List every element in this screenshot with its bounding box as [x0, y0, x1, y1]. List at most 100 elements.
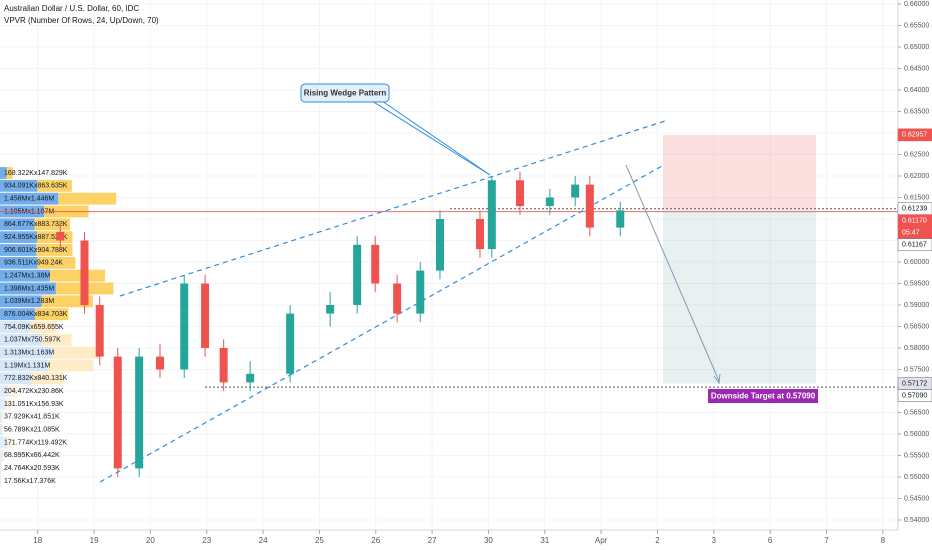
- y-tick-label: 0.64500: [904, 65, 929, 72]
- y-tick-label: 0.60000: [904, 259, 929, 266]
- target-label-box: [708, 389, 818, 403]
- callout-pointer: [371, 100, 491, 176]
- candle-body: [353, 244, 362, 305]
- x-tick-label: 23: [202, 536, 211, 545]
- y-tick-label: 0.55000: [904, 474, 929, 481]
- arrow-head: [713, 373, 721, 385]
- profile-up: [0, 218, 35, 231]
- wedge-upper: [119, 120, 666, 297]
- profile-up: [0, 398, 6, 410]
- profile-label: 171.774Kx119.492K: [4, 439, 67, 446]
- y-tick-label: 0.61500: [904, 194, 929, 201]
- x-tick-label: 31: [540, 536, 549, 545]
- x-tick-label: Apr: [595, 536, 608, 545]
- x-tick-label: 3: [712, 536, 717, 545]
- profile-up: [0, 436, 7, 449]
- profile-up: [0, 192, 59, 205]
- y-tick-label: 0.57500: [904, 366, 929, 373]
- profile-up: [0, 295, 42, 308]
- profile-label: 131.051Kx156.93K: [4, 401, 64, 408]
- profile-down: [2, 449, 6, 462]
- candle-body: [515, 180, 524, 207]
- y-tick-label: 0.59500: [904, 280, 929, 287]
- price-tag-label: 0.57090: [902, 392, 927, 399]
- profile-down: [34, 218, 70, 231]
- profile-up: [0, 321, 31, 333]
- profile-down: [37, 179, 72, 192]
- profile-label: 1.313Mx1.163M: [4, 350, 54, 357]
- profile-label: 936.511Kx949.24K: [4, 260, 63, 267]
- x-tick-label: 19: [90, 536, 99, 545]
- profile-down: [41, 333, 72, 346]
- target-zone: [663, 208, 816, 384]
- price-tag-box: [897, 238, 932, 252]
- profile-up: [0, 410, 2, 423]
- y-tick-label: 0.66000: [904, 1, 929, 8]
- profile-label: 1.398Mx1.435M: [4, 285, 54, 292]
- profile-label: 17.56Kx17.376K: [4, 478, 56, 485]
- profile-up: [0, 167, 7, 179]
- profile-label: 24.764Kx20.593K: [4, 465, 60, 472]
- profile-up: [0, 179, 38, 192]
- profile-down: [6, 167, 13, 179]
- indicator-label: VPVR (Number Of Rows, 24, Up/Down, 70): [4, 16, 159, 25]
- profile-up: [0, 462, 1, 475]
- price-tags: 0.62957 0.61239 0.61170 05:47 0.61167 0.57172…: [897, 128, 932, 402]
- profile-down: [41, 295, 93, 308]
- price-tag-label: 0.62957: [902, 132, 927, 139]
- candle-body: [571, 184, 580, 198]
- price-tag-box: [897, 128, 932, 142]
- candles: [56, 171, 625, 477]
- profile-label: 1.039Mx1.283M: [4, 298, 54, 305]
- candle-body: [201, 283, 210, 348]
- profile-up: [0, 372, 31, 385]
- candle-body: [435, 219, 444, 271]
- profile-label: 934.091Kx863.635K: [4, 183, 68, 190]
- price-tag-label: 0.61170: [902, 218, 927, 225]
- y-tick-label: 0.54000: [904, 517, 929, 524]
- profile-label: 68.995Kx66.442K: [4, 452, 60, 459]
- callout-box: [300, 83, 390, 103]
- profile-label: 1.19Mx1.131M: [4, 362, 50, 369]
- x-tick-label: 7: [824, 536, 829, 545]
- y-tick-label: 0.62500: [904, 151, 929, 158]
- price-tag-label: 0.57172: [902, 380, 927, 387]
- profile-up: [0, 385, 9, 398]
- profile-down: [30, 372, 65, 385]
- y-tick-label: 0.64000: [904, 87, 929, 94]
- profile-up: [0, 449, 3, 462]
- position: [663, 134, 816, 384]
- x-tick-label: 18: [33, 536, 42, 545]
- profile-label: 1.037Mx750.597K: [4, 337, 61, 344]
- candle-body: [475, 219, 484, 250]
- y-tick-label: 0.62000: [904, 173, 929, 180]
- profile-down: [6, 436, 12, 449]
- profile-down: [8, 385, 18, 398]
- candle-body: [393, 283, 402, 314]
- y-tick-label: 0.65000: [904, 44, 929, 51]
- candle-body: [286, 313, 295, 374]
- profile-up: [0, 346, 53, 359]
- profile-up: [0, 423, 3, 436]
- candle-body: [545, 197, 554, 207]
- y-tick-label: 0.63500: [904, 108, 929, 115]
- profile-down: [0, 462, 2, 475]
- callout-pointer: [381, 100, 491, 176]
- chart-title: Australian Dollar / U.S. Dollar, 60, IDC: [4, 4, 139, 13]
- x-tick-label: 20: [146, 536, 155, 545]
- x-tick-label: 6: [768, 536, 773, 545]
- target-label: Downside Target at 0.57090: [711, 392, 816, 401]
- profile-down: [52, 346, 100, 359]
- candle-body: [113, 356, 122, 469]
- profile-down: [2, 423, 4, 436]
- profile-label: 924.955Kx887.522K: [4, 234, 68, 241]
- callout-text: Rising Wedge Pattern: [304, 89, 387, 98]
- profile-up: [0, 333, 42, 346]
- profile-down: [47, 359, 93, 372]
- y-tick-label: 0.54500: [904, 495, 929, 502]
- levels: [0, 208, 898, 388]
- grid: [0, 0, 898, 530]
- profile-label: 56.789Kx21.085K: [4, 427, 60, 434]
